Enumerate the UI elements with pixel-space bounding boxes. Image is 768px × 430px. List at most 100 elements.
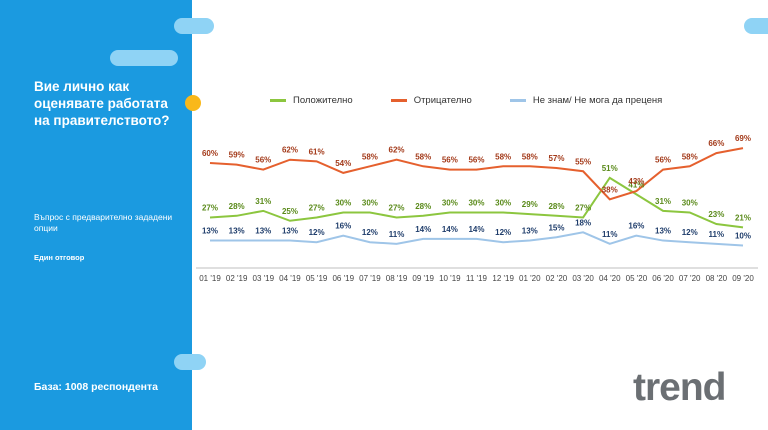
data-label: 59% — [229, 151, 245, 160]
x-tick-label: 06 '20 — [652, 274, 674, 283]
data-label: 56% — [468, 156, 484, 165]
x-tick-label: 08 '20 — [706, 274, 728, 283]
data-label: 27% — [309, 203, 325, 212]
x-tick-label: 09 '19 — [412, 274, 434, 283]
legend-item-dontknow: Не знам/ Не мога да преценя — [509, 95, 663, 106]
data-label: 58% — [522, 152, 538, 161]
data-label: 30% — [442, 199, 458, 208]
x-tick-label: 10 '19 — [439, 274, 461, 283]
trend-logo: trend — [633, 366, 726, 409]
data-label: 27% — [389, 203, 405, 212]
legend-label: Не знам/ Не мога да преценя — [532, 95, 663, 106]
x-tick-label: 07 '20 — [679, 274, 701, 283]
data-label: 61% — [309, 147, 325, 156]
sidebar-panel — [0, 0, 192, 430]
data-label: 13% — [229, 227, 245, 236]
data-label: 12% — [362, 228, 378, 237]
data-label: 12% — [495, 228, 511, 237]
data-label: 23% — [708, 210, 724, 219]
x-tick-label: 05 '19 — [306, 274, 328, 283]
x-tick-label: 03 '20 — [572, 274, 594, 283]
data-label: 16% — [335, 222, 351, 231]
data-label: 56% — [655, 156, 671, 165]
decorative-pill — [174, 18, 214, 34]
accent-dot — [185, 95, 201, 111]
data-label: 14% — [415, 225, 431, 234]
data-label: 13% — [282, 227, 298, 236]
data-label: 11% — [709, 230, 725, 239]
series-line-1 — [209, 147, 744, 201]
x-tick-label: 06 '19 — [332, 274, 354, 283]
data-label: 16% — [628, 222, 644, 231]
data-label: 11% — [389, 230, 405, 239]
page-title: Вие лично как оценявате работата на прав… — [34, 79, 170, 128]
data-label: 58% — [682, 152, 698, 161]
data-label: 58% — [362, 152, 378, 161]
data-label: 58% — [415, 152, 431, 161]
data-label: 30% — [682, 199, 698, 208]
data-label: 30% — [362, 199, 378, 208]
legend-swatch — [270, 99, 286, 102]
data-label: 41% — [628, 180, 644, 189]
data-label: 13% — [655, 227, 671, 236]
data-label: 21% — [735, 213, 751, 222]
legend-item-negative: Отрицателно — [390, 95, 472, 106]
data-label: 30% — [468, 199, 484, 208]
legend-item-positive: Положително — [270, 95, 353, 106]
x-tick-label: 04 '19 — [279, 274, 301, 283]
x-tick-label: 12 '19 — [492, 274, 514, 283]
data-label: 30% — [495, 199, 511, 208]
decorative-pill — [110, 50, 178, 66]
data-label: 28% — [415, 202, 431, 211]
data-label: 31% — [655, 197, 671, 206]
legend-label: Положително — [293, 95, 353, 106]
data-label: 27% — [202, 203, 218, 212]
legend-swatch — [390, 99, 407, 102]
series-line-2 — [210, 231, 744, 247]
x-tick-label: 01 '19 — [199, 274, 221, 283]
data-label: 12% — [309, 228, 325, 237]
data-label: 56% — [255, 156, 271, 165]
x-tick-label: 04 '20 — [599, 274, 621, 283]
data-label: 38% — [602, 185, 618, 194]
x-tick-label: 11 '19 — [466, 274, 488, 283]
legend-label: Отрицателно — [413, 95, 472, 106]
data-label: 56% — [442, 156, 458, 165]
data-label: 14% — [468, 225, 484, 234]
legend-swatch — [509, 99, 526, 102]
data-label: 28% — [229, 202, 245, 211]
data-label: 60% — [202, 149, 218, 158]
data-label: 18% — [575, 218, 591, 227]
data-label: 58% — [495, 152, 511, 161]
data-label: 29% — [522, 200, 538, 209]
data-label: 69% — [735, 134, 751, 143]
decorative-pill — [174, 354, 206, 370]
answer-note: Един отговор — [34, 253, 85, 262]
data-label: 43% — [628, 177, 644, 186]
data-label: 62% — [282, 146, 298, 155]
data-label: 51% — [602, 164, 618, 173]
decorative-pill — [744, 18, 768, 34]
data-label: 11% — [602, 230, 618, 239]
data-label: 12% — [682, 228, 698, 237]
base-note: База: 1008 респондента — [34, 381, 159, 393]
data-label: 13% — [202, 227, 218, 236]
data-label: 14% — [442, 225, 458, 234]
x-tick-label: 03 '19 — [253, 274, 275, 283]
x-tick-label: 01 '20 — [519, 274, 541, 283]
x-tick-label: 02 '20 — [546, 274, 568, 283]
data-label: 10% — [735, 232, 751, 241]
data-label: 15% — [548, 223, 564, 232]
data-label: 57% — [548, 154, 564, 163]
data-label: 13% — [255, 227, 271, 236]
question-note: Въпрос с предварително зададени опции — [34, 212, 173, 233]
data-label: 27% — [575, 203, 591, 212]
series-line-0 — [209, 176, 744, 229]
data-label: 28% — [548, 202, 564, 211]
x-tick-label: 08 '19 — [386, 274, 408, 283]
data-label: 31% — [255, 197, 271, 206]
x-tick-label: 09 '20 — [732, 274, 754, 283]
x-tick-label: 02 '19 — [226, 274, 248, 283]
data-label: 30% — [335, 199, 351, 208]
